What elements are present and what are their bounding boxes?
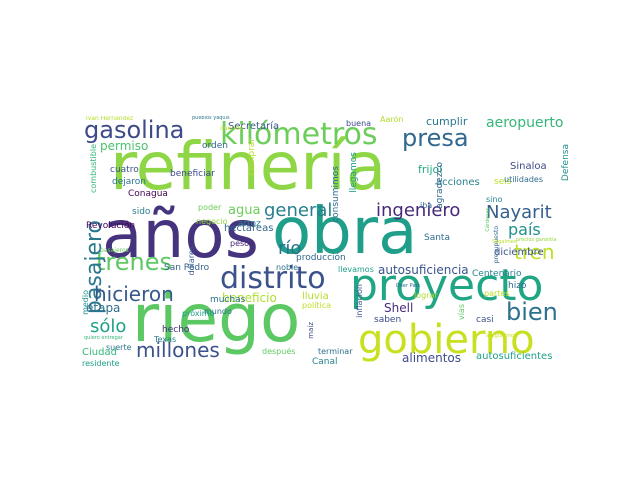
word-trenes: trenes <box>96 248 172 276</box>
word-maiz: maíz <box>307 322 315 339</box>
word-solo: sólo <box>90 316 127 337</box>
word-distrito: distrito <box>220 261 326 296</box>
word-gasolina: gasolina <box>84 116 185 144</box>
word-texas: Texas <box>154 335 177 344</box>
word-cuatro: cuatro <box>110 165 139 175</box>
word-defensa: Defensa <box>561 144 571 182</box>
word-etapa: etapa <box>86 301 121 315</box>
word-beneficiar: beneficiar <box>170 169 215 179</box>
word-shell: Shell <box>384 301 414 315</box>
word-residente: residente <box>82 359 120 368</box>
word-santa: Santa <box>424 233 450 243</box>
word-comprar: comprar <box>247 138 257 176</box>
word-precios-garantia: precios garantía <box>516 237 557 243</box>
word-hicieron: hicieron <box>94 282 174 306</box>
word-orden: orden <box>202 141 229 151</box>
word-ivan-hernandez: Iván Hernández <box>86 116 134 122</box>
word-agua: agua <box>228 203 261 218</box>
word-diciembre: diciembre <box>494 247 544 258</box>
word-terminar: terminar <box>318 347 353 356</box>
word-autosuficientes: autosuficientes <box>476 351 553 362</box>
word-bien: bien <box>506 298 558 326</box>
word-inflacion: inflación <box>355 284 364 318</box>
word-politica: política <box>302 301 332 310</box>
word-millones: millones <box>136 338 220 362</box>
word-hecho: hecho <box>162 325 190 335</box>
word-lograr: lograr <box>414 291 438 300</box>
word-aeropuerto: aeropuerto <box>486 116 564 131</box>
word-casi: casi <box>476 315 494 325</box>
word-hectareas: hectáreas <box>224 223 274 234</box>
word-aseguramos: aseguramos <box>486 333 517 339</box>
word-conagua: Conagua <box>128 189 168 199</box>
word-partes: partes <box>484 289 510 298</box>
word-sino: sino <box>486 195 503 204</box>
word-agradezco: agradezco <box>435 162 445 209</box>
word-proximo: próximo <box>182 309 215 318</box>
word-produccion: producción <box>296 253 346 263</box>
word-poder: poder <box>198 203 222 212</box>
word-saben: saben <box>374 315 402 325</box>
word-ciudad: Ciudad <box>82 347 117 358</box>
word-cumplir: cumplir <box>426 116 468 128</box>
word-ingeniero: ingeniero <box>376 200 461 221</box>
word-lluvia: lluvia <box>302 291 329 302</box>
word-pais: país <box>508 220 541 239</box>
word-suerte: suerte <box>106 343 132 352</box>
word-autosuficiencia: autosuficiencia <box>378 263 469 277</box>
word-nayarit: Nayarit <box>486 202 552 223</box>
word-san-pedro: San Pedro <box>164 263 210 273</box>
word-arroz: arroz <box>238 219 261 229</box>
word-pueblos-yaquis: pueblos yaquis <box>192 116 230 121</box>
word-gobierno: gobierno <box>358 317 535 363</box>
word-anos: años <box>102 196 260 273</box>
word-pasajeros: pasajeros <box>100 247 129 254</box>
word-utilidades: utilidades <box>504 175 544 184</box>
word-centenario: Centenario <box>472 269 522 279</box>
word-proyecto: proyecto <box>350 260 544 311</box>
word-dejaron: dejaron <box>112 177 146 187</box>
word-consumimos: consumimos <box>331 166 341 223</box>
word-medio: medio <box>81 290 90 315</box>
word-obra: obra <box>272 195 418 269</box>
word-permiso: permiso <box>100 139 149 153</box>
word-tren: tren <box>514 240 555 264</box>
word-buena: buena <box>346 119 372 128</box>
word-llegamos: llegamos <box>349 152 359 193</box>
word-llevamos: llevamos <box>338 265 374 274</box>
word-frijol: frijol <box>418 163 443 176</box>
word-iba: iba <box>420 201 433 210</box>
word-deer-park: Deer Park <box>396 283 421 289</box>
word-acciones: acciones <box>436 177 480 188</box>
word-aaron: Aarón <box>380 116 404 124</box>
word-negocio: negocio <box>196 217 228 226</box>
word-canal: Canal <box>312 357 338 367</box>
word-seis: seis <box>494 177 512 187</box>
word-pesos: pesos <box>230 239 254 248</box>
word-rio: río <box>278 238 302 259</box>
word-sinaloa: Sinaloa <box>510 161 547 172</box>
word-hizo: hizo <box>508 281 527 291</box>
word-secretaria: Secretaría <box>228 121 280 132</box>
word-segalmex: Segalmex <box>492 239 517 245</box>
word-revolucion: Revolución <box>86 221 136 231</box>
word-general: general <box>264 200 333 221</box>
word-cardenas: Cárdenas <box>485 208 491 232</box>
word-combustible: combustible <box>89 144 98 193</box>
word-quiero-entregar: quiero entregar <box>84 335 123 341</box>
word-vias: vías <box>457 304 466 321</box>
word-noble: noble <box>276 263 299 272</box>
word-riego: riego <box>132 280 301 357</box>
word-querido: querido <box>220 125 243 132</box>
word-sido: sido <box>132 207 151 217</box>
word-beneficio: beneficio <box>222 291 277 305</box>
word-alimentos: alimentos <box>402 351 461 365</box>
word-kilometros: kilómetros <box>220 117 378 152</box>
word-cloud: refinería años obra riego proyecto gobierno di… <box>80 116 576 368</box>
word-mundo: mundo <box>204 307 232 316</box>
word-presa: presa <box>402 124 469 152</box>
word-muchas: muchas <box>210 295 246 305</box>
word-refineria: refinería <box>110 128 387 205</box>
word-despues: después <box>262 347 296 356</box>
